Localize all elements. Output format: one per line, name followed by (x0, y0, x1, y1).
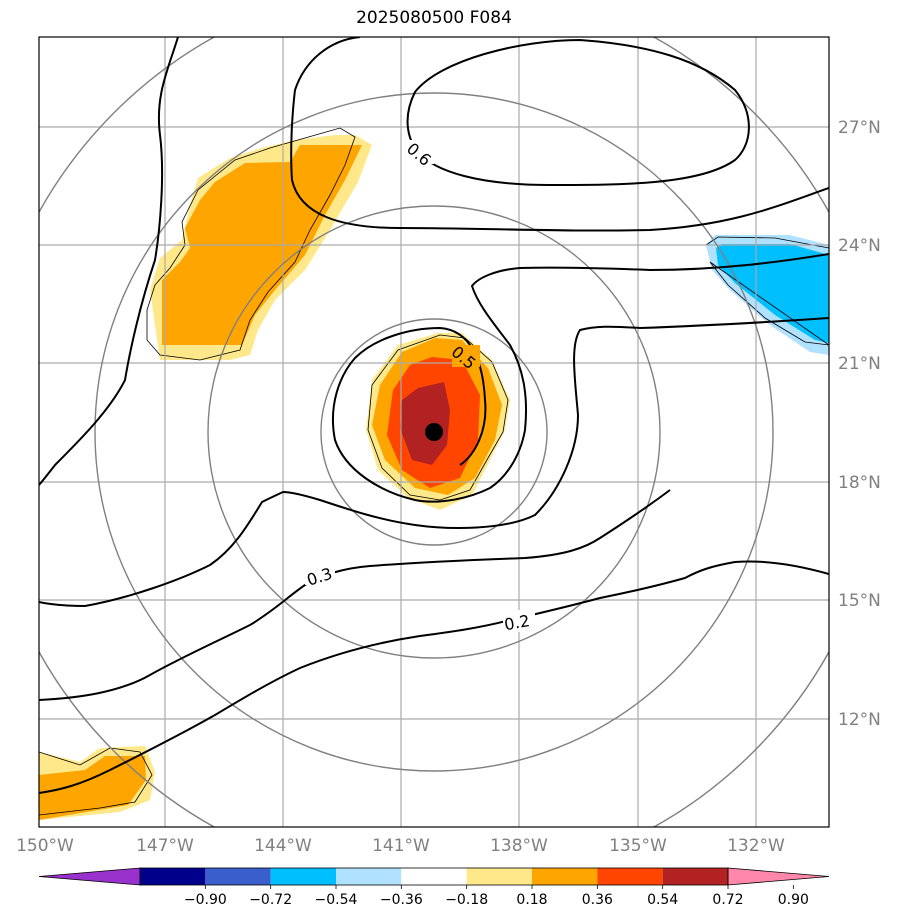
lat-label-21n: 21°N (838, 354, 881, 374)
colorbar-segment (597, 868, 663, 885)
colorbar-segment (270, 868, 336, 885)
lon-label-141w: 141°W (372, 836, 430, 856)
colorbar-outline (139, 867, 729, 886)
gridlines (39, 37, 829, 827)
contour-line-0.5-spiral (331, 253, 829, 503)
colorbar-segment (401, 868, 467, 885)
colorbar-segment (336, 868, 402, 885)
lat-label-18n: 18°N (838, 473, 881, 493)
lon-label-135w: 135°W (609, 836, 667, 856)
shaded-outline-sw (39, 747, 153, 816)
colorbar-extend-low (38, 867, 141, 886)
storm-center-marker (425, 423, 443, 441)
colorbar-segment (532, 868, 598, 885)
colorbar-label: −0.18 (445, 892, 488, 908)
shaded-outline-nw (146, 127, 356, 361)
lat-label-27n: 27°N (838, 118, 881, 138)
colorbar-segment (662, 868, 728, 885)
map-title: 2025080500 F084 (356, 8, 512, 28)
colorbar-labels: −0.90 −0.72 −0.54 −0.36 −0.18 0.18 0.36 0.54 0.7… (184, 885, 809, 908)
map-plot-area: 0.6 0.5 0.3 0.2 (39, 37, 829, 827)
map-frame (38, 36, 830, 828)
shaded-storm-darkred (400, 382, 450, 465)
lon-label-138w: 138°W (490, 836, 548, 856)
contour-labels: 0.6 0.5 0.3 0.2 (305, 139, 535, 634)
range-ring-6deg (94, 92, 774, 772)
contour-label-0.2: 0.2 (503, 611, 531, 634)
shaded-region-east (716, 244, 829, 343)
colorbar-extend-high (727, 867, 830, 886)
colorbar-label: 0.90 (778, 892, 809, 908)
colorbar-segment (466, 868, 532, 885)
colorbar-label: 0.18 (516, 892, 547, 908)
colorbar-label: 0.54 (647, 892, 678, 908)
colorbar-label: −0.72 (249, 892, 292, 908)
contour-line-0.3 (39, 560, 829, 794)
contour-line-0.6 (406, 38, 750, 187)
lon-label-132w: 132°W (727, 836, 785, 856)
colorbar-segment (140, 868, 206, 885)
contour-line-0.5-outer (39, 37, 179, 486)
range-ring-4deg (207, 205, 661, 659)
lat-label-12n: 12°N (838, 710, 881, 730)
colorbar-label: −0.36 (380, 892, 423, 908)
lat-label-24n: 24°N (838, 236, 881, 256)
colorbar-label: −0.54 (315, 892, 358, 908)
latitude-labels: 27°N 24°N 21°N 18°N 15°N 12°N (838, 118, 881, 730)
colorbar-label: 0.72 (712, 892, 743, 908)
range-ring-2deg (320, 318, 548, 546)
range-rings (39, 37, 829, 827)
colorbar (38, 867, 830, 886)
shaded-region-sw (39, 756, 146, 820)
colorbar-label: 0.36 (582, 892, 613, 908)
shaded-outline-storm (367, 334, 509, 501)
contour-lines (39, 37, 829, 794)
lon-label-150w: 150°W (16, 836, 74, 856)
lon-label-147w: 147°W (136, 836, 194, 856)
contour-line-0.3-inner (39, 317, 829, 608)
longitude-labels: 150°W 147°W 144°W 141°W 138°W 135°W 132°… (16, 836, 785, 856)
contour-line-0.5-north (290, 37, 829, 232)
contour-line-0.2 (39, 489, 671, 701)
colorbar-label: −0.90 (184, 892, 227, 908)
colorbar-segment (205, 868, 271, 885)
lat-label-15n: 15°N (838, 591, 881, 611)
lon-label-144w: 144°W (254, 836, 312, 856)
